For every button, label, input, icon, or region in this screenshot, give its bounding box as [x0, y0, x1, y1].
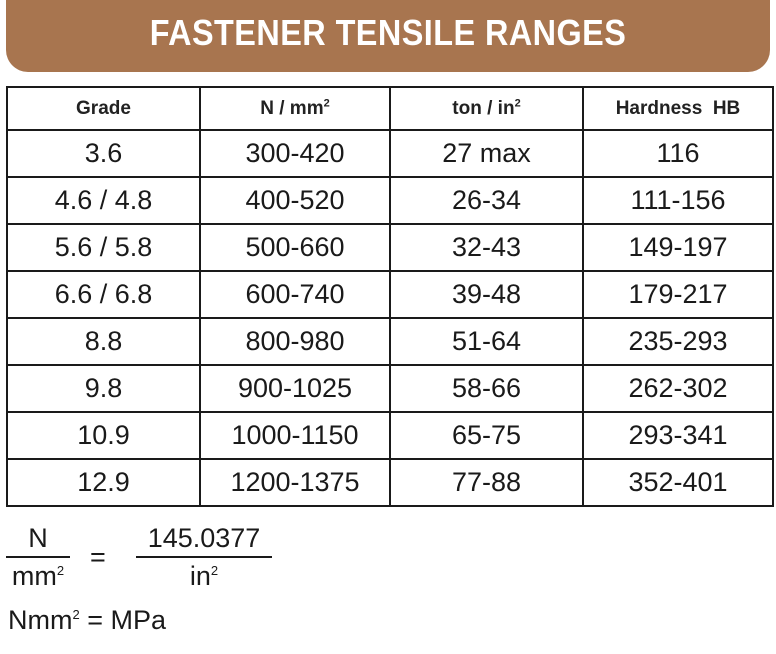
fraction-n-per-mm2: N mm2: [6, 523, 70, 591]
cell-hardness-hb: 293-341: [582, 411, 774, 460]
title-banner-background: [6, 0, 770, 72]
tensile-table: Grade N / mm2 ton / in2 Hardness HB 3.6 3…: [6, 86, 774, 507]
cell-hardness-hb: 111-156: [582, 176, 774, 225]
table-row: 4.6 / 4.8 400-520 26-34 111-156: [6, 176, 774, 225]
fraction-left-numerator: N: [28, 523, 48, 553]
fraction-right-bar: [136, 556, 272, 558]
cell-hardness-hb: 116: [582, 129, 774, 178]
cell-grade: 8.8: [6, 317, 201, 366]
cell-grade: 10.9: [6, 411, 201, 460]
table-row: 8.8 800-980 51-64 235-293: [6, 317, 774, 366]
cell-ton-in2: 27 max: [389, 129, 584, 178]
table-row: 10.9 1000-1150 65-75 293-341: [6, 411, 774, 460]
table-row: 12.9 1200-1375 77-88 352-401: [6, 458, 774, 507]
cell-hardness-hb: 179-217: [582, 270, 774, 319]
cell-ton-in2: 65-75: [389, 411, 584, 460]
cell-grade: 4.6 / 4.8: [6, 176, 201, 225]
cell-n-mm2: 600-740: [199, 270, 391, 319]
table-row: 3.6 300-420 27 max 116: [6, 129, 774, 178]
tensile-table-container: Grade N / mm2 ton / in2 Hardness HB 3.6 3…: [6, 86, 774, 507]
cell-hardness-hb: 149-197: [582, 223, 774, 272]
cell-hardness-hb: 235-293: [582, 317, 774, 366]
cell-n-mm2: 900-1025: [199, 364, 391, 413]
header-hardness-hb: Hardness HB: [582, 86, 774, 131]
fraction-left-denominator: mm2: [11, 561, 65, 591]
fraction-right-numerator: 145.0377: [147, 523, 261, 553]
cell-n-mm2: 800-980: [199, 317, 391, 366]
cell-grade: 3.6: [6, 129, 201, 178]
table-header-row: Grade N / mm2 ton / in2 Hardness HB: [6, 86, 774, 131]
cell-n-mm2: 300-420: [199, 129, 391, 178]
title-banner: FASTENER TENSILE RANGES: [0, 0, 776, 72]
fraction-right-denominator: in2: [189, 561, 219, 591]
conversion-formula: N mm2 = 145.0377 in2: [0, 515, 776, 595]
fraction-145-per-in2: 145.0377 in2: [136, 523, 272, 591]
cell-n-mm2: 1200-1375: [199, 458, 391, 507]
cell-ton-in2: 26-34: [389, 176, 584, 225]
mpa-equivalence-note: Nmm2 = MPa: [8, 605, 167, 635]
cell-grade: 12.9: [6, 458, 201, 507]
header-grade: Grade: [6, 86, 201, 131]
header-n-mm2: N / mm2: [199, 86, 391, 131]
cell-ton-in2: 32-43: [389, 223, 584, 272]
cell-ton-in2: 51-64: [389, 317, 584, 366]
table-row: 6.6 / 6.8 600-740 39-48 179-217: [6, 270, 774, 319]
cell-ton-in2: 39-48: [389, 270, 584, 319]
header-n-mm2-superscript: 2: [323, 97, 330, 110]
cell-hardness-hb: 262-302: [582, 364, 774, 413]
header-ton-in2-superscript: 2: [514, 97, 521, 110]
header-ton-in2: ton / in2: [389, 86, 584, 131]
cell-n-mm2: 500-660: [199, 223, 391, 272]
table-body: 3.6 300-420 27 max 116 4.6 / 4.8 400-520 26-34…: [6, 129, 774, 507]
cell-n-mm2: 400-520: [199, 176, 391, 225]
page-title: FASTENER TENSILE RANGES: [149, 12, 627, 53]
table-row: 9.8 900-1025 58-66 262-302: [6, 364, 774, 413]
cell-hardness-hb: 352-401: [582, 458, 774, 507]
cell-grade: 9.8: [6, 364, 201, 413]
cell-ton-in2: 58-66: [389, 364, 584, 413]
cell-ton-in2: 77-88: [389, 458, 584, 507]
cell-n-mm2: 1000-1150: [199, 411, 391, 460]
fraction-left-bar: [6, 556, 70, 558]
equals-sign: =: [90, 542, 106, 572]
cell-grade: 6.6 / 6.8: [6, 270, 201, 319]
table-row: 5.6 / 5.8 500-660 32-43 149-197: [6, 223, 774, 272]
cell-grade: 5.6 / 5.8: [6, 223, 201, 272]
